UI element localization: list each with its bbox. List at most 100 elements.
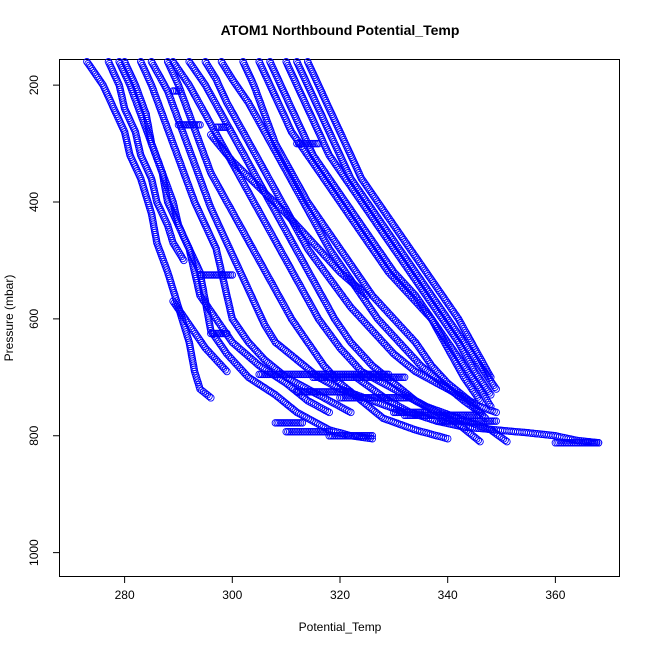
data-point bbox=[299, 287, 308, 296]
data-point bbox=[370, 394, 378, 402]
data-point bbox=[279, 299, 287, 308]
data-point bbox=[208, 329, 217, 338]
data-point bbox=[317, 404, 326, 412]
data-point bbox=[199, 271, 208, 279]
data-point bbox=[251, 248, 259, 257]
data-point bbox=[453, 313, 461, 321]
data-point bbox=[266, 176, 274, 185]
data-point bbox=[343, 394, 351, 402]
data-point bbox=[241, 231, 249, 239]
data-point bbox=[282, 206, 290, 214]
data-point bbox=[415, 369, 424, 378]
data-point bbox=[308, 274, 316, 282]
data-point bbox=[332, 373, 341, 382]
data-point bbox=[285, 262, 294, 271]
data-point bbox=[210, 96, 218, 105]
data-point bbox=[299, 258, 308, 267]
data-point bbox=[296, 427, 305, 436]
data-point bbox=[343, 432, 351, 440]
data-point bbox=[297, 186, 305, 195]
data-point bbox=[171, 243, 180, 251]
data-point bbox=[270, 184, 279, 193]
data-point bbox=[294, 427, 303, 436]
data-point bbox=[339, 404, 347, 412]
data-point bbox=[306, 299, 314, 308]
data-point bbox=[485, 417, 493, 425]
data-point bbox=[274, 192, 283, 200]
data-point bbox=[377, 394, 386, 402]
data-point bbox=[327, 432, 335, 440]
data-point bbox=[327, 373, 335, 382]
data-point bbox=[461, 326, 469, 335]
data-point bbox=[274, 213, 283, 222]
data-point bbox=[491, 383, 499, 391]
data-point bbox=[411, 367, 420, 376]
data-point bbox=[339, 432, 348, 440]
data-point bbox=[303, 427, 312, 436]
data-point bbox=[251, 170, 259, 179]
data-point bbox=[201, 271, 210, 279]
data-point bbox=[455, 317, 464, 325]
data-point bbox=[314, 225, 323, 234]
data-point bbox=[347, 408, 355, 417]
data-point bbox=[314, 139, 323, 148]
y-axis-label: Pressure (mbar) bbox=[2, 275, 16, 362]
data-point bbox=[228, 271, 237, 279]
data-point bbox=[345, 373, 353, 382]
data-point bbox=[255, 157, 263, 165]
data-point bbox=[271, 419, 280, 427]
data-point bbox=[373, 394, 382, 402]
data-point bbox=[261, 219, 270, 228]
data-point bbox=[221, 63, 229, 72]
data-point bbox=[239, 128, 247, 136]
data-point bbox=[207, 169, 215, 177]
data-point bbox=[255, 118, 263, 126]
data-point bbox=[284, 260, 293, 269]
data-point bbox=[293, 370, 301, 379]
data-point bbox=[154, 69, 162, 78]
data-point bbox=[158, 77, 167, 85]
data-point bbox=[447, 417, 456, 425]
data-point bbox=[219, 192, 228, 200]
data-point bbox=[363, 373, 371, 382]
data-point bbox=[237, 124, 245, 132]
data-point bbox=[202, 59, 211, 68]
data-point bbox=[309, 400, 318, 408]
data-point bbox=[222, 196, 230, 204]
data-point bbox=[322, 239, 330, 247]
data-point bbox=[240, 151, 248, 160]
data-point bbox=[466, 359, 475, 368]
data-point bbox=[417, 411, 425, 420]
data-point bbox=[350, 373, 359, 382]
data-point bbox=[264, 326, 272, 335]
data-point bbox=[284, 231, 293, 239]
data-point bbox=[310, 417, 318, 426]
data-point bbox=[251, 200, 259, 208]
data-point bbox=[232, 116, 241, 124]
data-point bbox=[307, 388, 316, 396]
data-point bbox=[219, 143, 228, 152]
data-point bbox=[323, 373, 332, 382]
data-point bbox=[209, 95, 217, 103]
data-point bbox=[294, 419, 303, 427]
data-point bbox=[294, 139, 303, 148]
data-point bbox=[238, 147, 246, 156]
data-point bbox=[303, 388, 312, 396]
data-point bbox=[231, 114, 240, 122]
data-point bbox=[377, 373, 386, 382]
data-point bbox=[259, 215, 268, 224]
data-point bbox=[242, 133, 251, 142]
data-point bbox=[309, 427, 317, 436]
data-point bbox=[220, 61, 228, 70]
data-point bbox=[417, 400, 426, 408]
data-point bbox=[201, 58, 210, 66]
data-point bbox=[245, 190, 254, 198]
data-point bbox=[148, 59, 157, 68]
data-point bbox=[296, 184, 304, 193]
data-point bbox=[257, 370, 265, 379]
x-tick-label: 340 bbox=[438, 588, 458, 602]
data-point bbox=[193, 95, 201, 103]
data-point bbox=[300, 192, 309, 200]
data-point bbox=[252, 250, 260, 259]
data-point bbox=[241, 182, 249, 191]
